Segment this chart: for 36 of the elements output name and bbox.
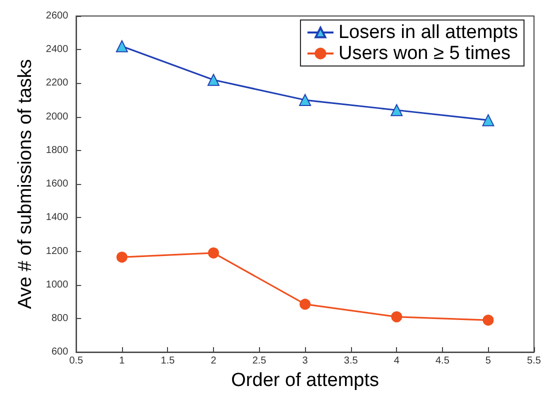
point xyxy=(300,298,311,310)
y-tick-label: 800 xyxy=(51,312,69,324)
point xyxy=(390,104,403,116)
x-tick-label: 5.5 xyxy=(527,356,542,367)
y-tick-label: 1200 xyxy=(46,246,69,257)
y-axis-title: Ave # of submissions of tasks xyxy=(15,59,36,310)
y-tick-label: 600 xyxy=(51,346,69,358)
x-tick-label: 4 xyxy=(394,356,400,367)
y-tick-label: 2400 xyxy=(46,44,69,56)
x-tick-label: 4.5 xyxy=(435,356,450,367)
point xyxy=(482,314,494,326)
point xyxy=(208,74,220,86)
y-tick-label: 1000 xyxy=(46,279,69,290)
point xyxy=(482,114,494,126)
y-tick-label: 1400 xyxy=(46,212,69,224)
y-tick-label: 1600 xyxy=(46,178,69,190)
x-tick-label: 1.5 xyxy=(160,356,176,367)
y-tick-label: 2200 xyxy=(46,78,69,89)
x-tick-label: 3.5 xyxy=(344,356,358,367)
y-tick-label: 2600 xyxy=(46,10,69,22)
x-tick-label: 5 xyxy=(485,356,492,367)
x-tick-label: 2 xyxy=(210,356,217,367)
legend-label: Losers in all attempts xyxy=(338,22,518,43)
x-axis-title: Order of attempts xyxy=(231,370,379,391)
point xyxy=(116,40,128,52)
x-tick-label: 2.5 xyxy=(252,356,267,367)
point xyxy=(208,247,219,258)
legend-label: Users won ≥ 5 times xyxy=(338,43,510,64)
x-tick-label: 3 xyxy=(302,356,308,367)
point xyxy=(391,311,402,322)
point xyxy=(116,252,128,263)
x-tick-label: 0.5 xyxy=(69,356,84,367)
x-tick-label: 1 xyxy=(119,356,126,367)
y-tick-label: 2000 xyxy=(46,111,69,122)
y-tick-label: 1800 xyxy=(46,144,69,156)
point xyxy=(299,94,312,106)
